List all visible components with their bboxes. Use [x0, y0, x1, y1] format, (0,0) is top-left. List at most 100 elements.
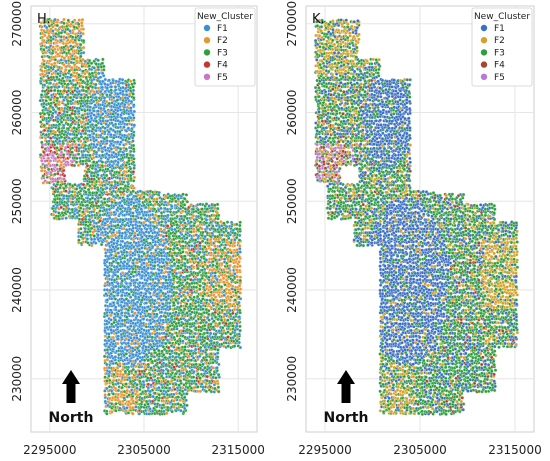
- point-F1: [194, 382, 198, 386]
- point-F3: [168, 311, 172, 316]
- point-F1: [115, 301, 120, 305]
- point-F3: [182, 395, 187, 400]
- point-F3: [228, 321, 233, 325]
- point-F3: [182, 197, 187, 201]
- point-F1: [148, 223, 153, 228]
- point-F1: [129, 336, 133, 340]
- point-F1: [165, 207, 170, 212]
- point-F1: [148, 291, 152, 296]
- point-F1: [129, 319, 133, 323]
- point-F3: [57, 126, 61, 131]
- point-F3: [100, 160, 105, 164]
- point-F3: [176, 264, 180, 268]
- point-F1: [92, 136, 96, 141]
- point-F3: [209, 372, 213, 377]
- point-F3: [60, 200, 64, 205]
- point-F3: [159, 220, 164, 224]
- point-F4: [226, 335, 230, 339]
- point-F3: [176, 395, 181, 399]
- point-F5: [53, 177, 58, 182]
- point-F2: [129, 341, 134, 346]
- point-F3: [124, 352, 129, 356]
- point-F1: [207, 204, 211, 208]
- point-F2: [209, 251, 213, 256]
- point-F1: [122, 304, 127, 308]
- point-F3: [185, 200, 190, 204]
- point-F3: [148, 373, 153, 377]
- point-F2: [111, 378, 116, 383]
- point-F1: [133, 294, 138, 299]
- point-F2: [118, 361, 122, 366]
- point-F1: [111, 143, 116, 148]
- point-F1: [120, 204, 124, 208]
- point-F2: [170, 297, 175, 302]
- point-F2: [232, 240, 237, 245]
- point-F2: [127, 399, 131, 404]
- point-F1: [125, 356, 129, 360]
- point-F3: [42, 123, 47, 128]
- point-F3: [113, 201, 118, 205]
- point-F1: [141, 379, 146, 384]
- point-F3: [102, 354, 107, 359]
- point-F3: [40, 140, 44, 145]
- point-F5: [55, 167, 60, 171]
- point-F2: [237, 260, 241, 264]
- point-F1: [204, 218, 209, 222]
- point-F3: [161, 403, 166, 407]
- point-F2: [232, 307, 237, 312]
- point-F1: [92, 113, 96, 117]
- point-F3: [181, 199, 185, 204]
- point-F1: [122, 180, 126, 184]
- point-F2: [109, 197, 114, 202]
- point-F3: [139, 216, 144, 220]
- point-F1: [126, 341, 131, 346]
- point-F3: [38, 153, 43, 157]
- point-F3: [75, 156, 79, 161]
- scatter-points: [38, 17, 243, 416]
- point-F3: [183, 345, 187, 349]
- point-F2: [164, 245, 168, 249]
- point-F2: [122, 160, 127, 165]
- point-F3: [191, 339, 196, 343]
- point-F1: [90, 122, 95, 127]
- point-F3: [55, 200, 60, 205]
- point-F1: [161, 260, 165, 265]
- panel-1: 2295000 2305000 23150002300002400002500002…: [10, 1, 265, 457]
- point-F1: [143, 291, 148, 296]
- point-F3: [201, 362, 205, 367]
- point-F1: [135, 336, 139, 340]
- point-F1: [62, 193, 66, 198]
- point-F2: [116, 341, 120, 346]
- point-F1: [168, 386, 172, 390]
- point-F1: [183, 261, 187, 266]
- point-F4: [85, 173, 89, 178]
- point-F3: [215, 202, 220, 207]
- point-F3: [200, 217, 204, 221]
- point-F1: [128, 149, 133, 154]
- point-F2: [238, 291, 242, 295]
- point-F3: [120, 385, 124, 390]
- point-F2: [222, 328, 226, 333]
- point-F3: [77, 123, 81, 127]
- point-F3: [157, 214, 161, 219]
- point-F3: [216, 389, 221, 394]
- point-F3: [131, 189, 135, 194]
- point-F4: [64, 189, 68, 193]
- point-F2: [132, 175, 137, 180]
- point-F1: [122, 125, 126, 129]
- point-F1: [137, 272, 141, 276]
- point-F3: [204, 358, 209, 362]
- point-F1: [117, 230, 122, 235]
- point-F3: [216, 216, 220, 221]
- point-F1: [167, 275, 172, 279]
- point-F3: [237, 295, 241, 299]
- point-F1: [228, 308, 232, 313]
- point-F3: [131, 143, 136, 148]
- point-F3: [216, 372, 221, 377]
- point-F3: [198, 363, 202, 367]
- point-F2: [191, 265, 196, 269]
- point-F2: [116, 395, 120, 400]
- point-F2: [92, 207, 97, 212]
- point-F3: [207, 308, 211, 313]
